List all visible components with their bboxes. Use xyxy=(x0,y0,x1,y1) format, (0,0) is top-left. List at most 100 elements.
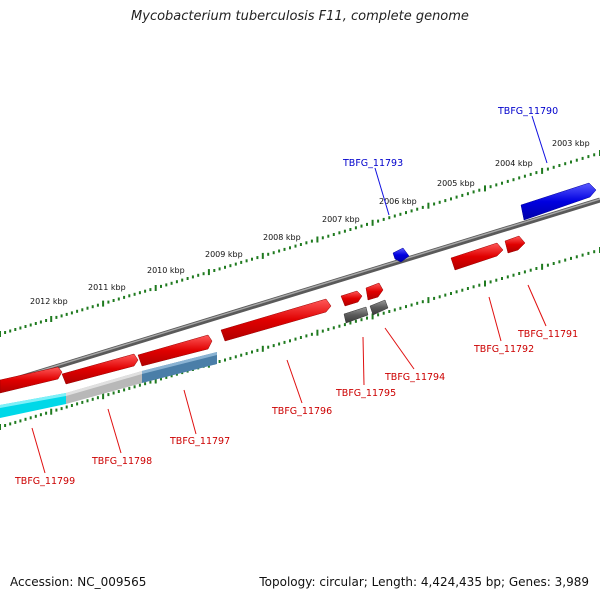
outer-track-minor-tick xyxy=(332,233,335,236)
inner-track-minor-tick xyxy=(86,399,89,403)
gene-label-tbfg-11790[interactable]: TBFG_11790 xyxy=(497,106,558,117)
inner-track-minor-tick xyxy=(272,344,275,348)
gene-label-tbfg-11798[interactable]: TBFG_11798 xyxy=(91,456,152,467)
genome-summary-text: Topology: circular; Length: 4,424,435 bp… xyxy=(259,575,589,589)
outer-track-minor-tick xyxy=(366,222,368,226)
outer-track-minor-tick xyxy=(240,260,243,264)
outer-track-minor-tick xyxy=(160,284,162,288)
gene-label-tbfg-11796[interactable]: TBFG_11796 xyxy=(271,406,332,417)
gene-arrow-tbfg-11795[interactable] xyxy=(340,290,369,324)
map-title: Mycobacterium tuberculosis F11, complete… xyxy=(131,9,469,24)
inner-track-minor-tick xyxy=(81,400,84,404)
inner-track-minor-tick xyxy=(564,258,567,262)
inner-track-major-tick xyxy=(541,263,544,270)
gene-label-tbfg-11799[interactable]: TBFG_11799 xyxy=(14,476,75,487)
inner-track-minor-tick xyxy=(321,329,324,333)
gene-label-tbfg-11795[interactable]: TBFG_11795 xyxy=(335,388,396,399)
outer-track-minor-tick xyxy=(81,308,84,312)
outer-track-minor-tick xyxy=(9,329,12,333)
outer-track-minor-tick xyxy=(581,156,584,160)
outer-track-minor-tick xyxy=(191,275,194,279)
inner-track-minor-tick xyxy=(405,305,407,309)
outer-track-minor-tick xyxy=(393,214,396,218)
outer-track-minor-tick xyxy=(181,278,184,282)
inner-track-minor-tick xyxy=(466,287,469,290)
inner-track-major-tick xyxy=(102,393,105,400)
outer-track-minor-tick xyxy=(29,323,32,327)
outer-track-minor-tick xyxy=(218,267,221,271)
inner-track-minor-tick xyxy=(478,283,481,287)
gene-arrow-tbfg-11791[interactable] xyxy=(504,235,526,254)
gene-label-tbfg-11793[interactable]: TBFG_11793 xyxy=(342,158,403,169)
inner-track-minor-tick xyxy=(461,288,464,292)
outer-track-minor-tick xyxy=(495,183,498,187)
outer-track-minor-tick xyxy=(377,219,380,223)
gene-arrow-tbfg-11792[interactable] xyxy=(450,242,504,271)
outer-track-minor-tick xyxy=(65,312,68,316)
outer-track-minor-tick xyxy=(506,179,509,183)
inner-track-minor-tick xyxy=(107,393,110,397)
outer-track-minor-tick xyxy=(256,256,259,260)
gene-arrow-tbfg-11798[interactable] xyxy=(61,353,139,385)
label-leader-lines xyxy=(31,115,548,474)
inner-track-minor-tick xyxy=(245,352,248,356)
outer-track-minor-tick xyxy=(245,259,248,263)
inner-track-minor-tick xyxy=(149,380,152,384)
gene-arrow-tbfg-11790[interactable] xyxy=(520,182,597,221)
outer-track-minor-tick xyxy=(107,300,110,304)
inner-track-minor-tick xyxy=(229,356,232,360)
inner-track-minor-tick xyxy=(343,323,346,327)
gene-arrow-tbfg-11799[interactable] xyxy=(0,366,63,394)
inner-track-minor-tick xyxy=(65,405,68,409)
outer-track-major-tick xyxy=(261,252,264,259)
gene-label-tbfg-11791[interactable]: TBFG_11791 xyxy=(517,329,578,340)
outer-track-major-tick xyxy=(0,331,1,337)
inner-track-minor-tick xyxy=(438,295,441,299)
inner-track-minor-tick xyxy=(112,391,115,395)
outer-track-minor-tick xyxy=(213,269,216,272)
inner-track-major-tick xyxy=(427,297,430,304)
outer-track-minor-tick xyxy=(570,160,572,164)
outer-track-minor-tick xyxy=(224,265,226,269)
gene-label-tbfg-11792[interactable]: TBFG_11792 xyxy=(473,344,534,355)
scale-labels: 2012 kbp 2011 kbp 2010 kbp 2009 kbp 2008… xyxy=(30,139,590,306)
outer-track-minor-tick xyxy=(278,249,281,253)
inner-track-minor-tick xyxy=(416,301,419,305)
outer-track-minor-tick xyxy=(144,289,147,293)
gene-arrow-tbfg-11793[interactable] xyxy=(392,247,410,263)
outer-track-minor-tick xyxy=(593,153,596,157)
outer-track-minor-tick xyxy=(360,224,363,228)
inner-track-minor-tick xyxy=(267,345,270,349)
outer-track-minor-tick xyxy=(388,216,391,220)
gene-arrow-tbfg-11796[interactable] xyxy=(220,298,332,342)
inner-track-minor-tick xyxy=(34,414,37,418)
gene-label-tbfg-11794[interactable]: TBFG_11794 xyxy=(384,372,445,383)
inner-track-major-tick xyxy=(484,280,486,287)
inner-track-minor-tick xyxy=(29,416,32,420)
inner-track-minor-tick xyxy=(133,385,136,389)
gene-label-tbfg-11797[interactable]: TBFG_11797 xyxy=(169,436,230,447)
outer-track-minor-tick xyxy=(416,207,419,211)
inner-track-minor-tick xyxy=(175,372,178,376)
gene-arrows xyxy=(0,182,597,394)
outer-track-minor-tick xyxy=(305,241,308,245)
inner-track-minor-tick xyxy=(299,336,302,339)
inner-track-minor-tick xyxy=(327,327,330,331)
inner-track-minor-tick xyxy=(160,377,162,381)
gene-arrow-tbfg-11797[interactable] xyxy=(137,334,213,367)
inner-track-minor-tick xyxy=(570,256,572,260)
outer-track-minor-tick xyxy=(149,288,152,292)
outer-track-minor-tick xyxy=(170,281,173,285)
inner-track-minor-tick xyxy=(489,280,492,284)
inner-track-major-tick xyxy=(261,345,264,352)
outer-track-minor-tick xyxy=(327,234,330,238)
outer-track-minor-tick xyxy=(410,209,413,213)
outer-track-minor-tick xyxy=(96,303,99,307)
outer-track-major-tick xyxy=(50,316,53,322)
outer-track-minor-tick xyxy=(478,188,481,192)
gene-arrow-tbfg-11794[interactable] xyxy=(365,282,389,316)
inner-track-minor-tick xyxy=(117,390,120,393)
outer-scale-track xyxy=(0,150,600,337)
outer-track-minor-tick xyxy=(405,211,407,215)
